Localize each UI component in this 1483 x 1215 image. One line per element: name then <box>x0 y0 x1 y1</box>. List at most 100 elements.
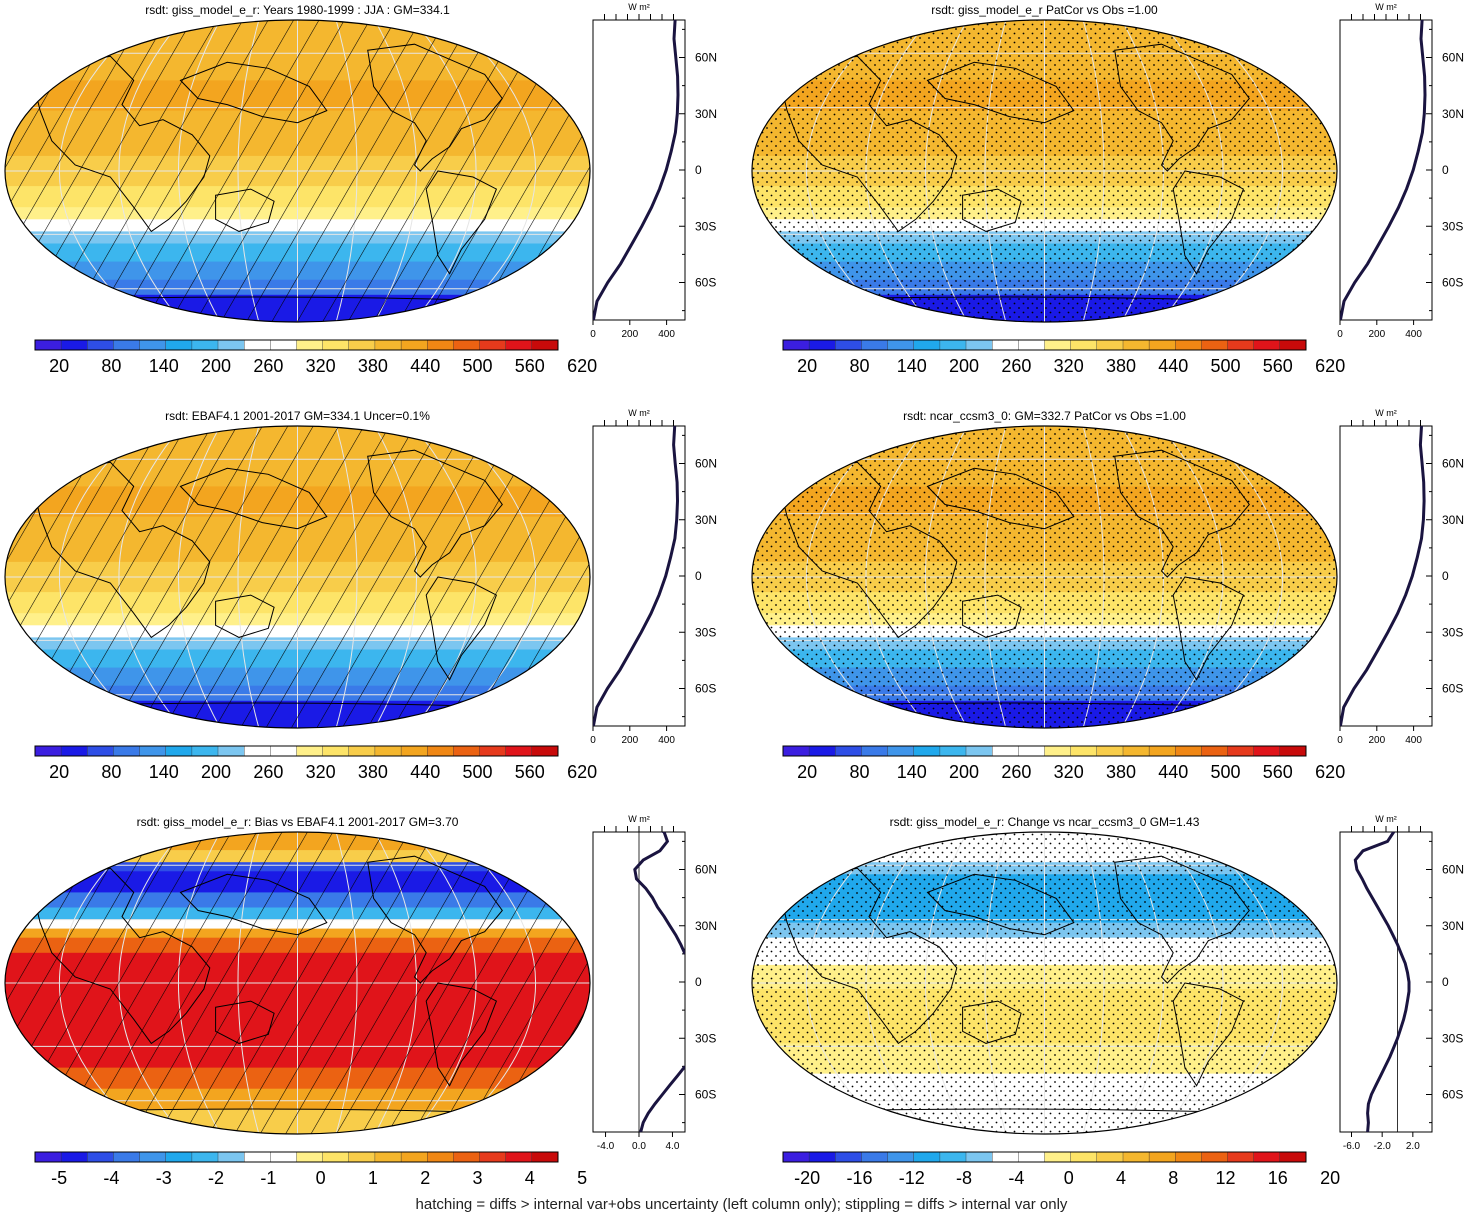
colorbar-tick-label: 12 <box>1215 1168 1235 1188</box>
colorbar-tick-label: -12 <box>899 1168 925 1188</box>
colorbar-tick-label: 140 <box>149 356 179 376</box>
colorbar-swatch <box>453 339 480 351</box>
colorbar-tick-label: 380 <box>358 356 388 376</box>
colorbar-tick-label: -4 <box>103 1168 119 1188</box>
colorbar-swatch <box>1201 745 1229 757</box>
colorbar-swatch <box>296 339 324 351</box>
colorbar-tick-label: 260 <box>253 356 283 376</box>
zonal-profile-5: W m² 60N 30N 0 30S 60S -4.0 0.0 4.0 <box>592 814 717 1152</box>
profile-unit-label: W m² <box>1375 814 1397 824</box>
x-tick-label: 2.0 <box>1406 1141 1420 1152</box>
map-panel-1: rsdt: giss_model_e_r: Years 1980-1999 : … <box>4 3 591 323</box>
colorbar-tick-label: -8 <box>956 1168 972 1188</box>
colorbar-swatch <box>374 339 402 351</box>
colorbar-swatch <box>322 339 350 351</box>
x-tick-label: 0 <box>1337 329 1343 340</box>
colorbar-tick-label: 200 <box>949 762 979 782</box>
colorbar-swatch <box>505 745 533 757</box>
x-tick-label: 400 <box>1405 735 1422 746</box>
map-title: rsdt: giss_model_e_r PatCor vs Obs =1.00 <box>931 3 1158 17</box>
lat-tick-label: 60S <box>1442 1088 1463 1102</box>
x-tick-label: 400 <box>658 735 675 746</box>
lat-tick-label: 60S <box>695 682 716 696</box>
colorbar-swatch <box>34 1151 62 1163</box>
colorbar-swatch <box>322 745 350 757</box>
colorbar-tick-label: 440 <box>410 356 440 376</box>
colorbar-tick-label: 2 <box>420 1168 430 1188</box>
map-border <box>4 425 591 729</box>
colorbar-tick-label: 1 <box>368 1168 378 1188</box>
colorbar-swatch <box>1175 339 1202 351</box>
colorbar-tick-label: 620 <box>567 762 597 782</box>
colorbar-swatch <box>1096 745 1124 757</box>
colorbar-swatch <box>243 339 271 351</box>
x-tick-label: 400 <box>1405 329 1422 340</box>
colorbar-frame <box>34 1151 559 1163</box>
colorbar-swatch <box>992 1151 1019 1163</box>
x-tick-label: 0 <box>590 329 596 340</box>
lat-tick-label: 30S <box>1442 625 1463 639</box>
hatching-overlay <box>5 832 590 1134</box>
colorbar-tick-label: -5 <box>51 1168 67 1188</box>
colorbar-swatch <box>1279 339 1307 351</box>
colorbar-swatch <box>348 339 376 351</box>
colorbar-swatch <box>808 339 836 351</box>
colorbar-swatch <box>939 339 967 351</box>
colorbar-swatch <box>992 339 1019 351</box>
colorbar-swatch <box>913 1151 941 1163</box>
colorbar-tick-label: 16 <box>1268 1168 1288 1188</box>
colorbar-tick-label: 260 <box>253 762 283 782</box>
profile-unit-label: W m² <box>628 814 650 824</box>
colorbar-swatch <box>113 1151 141 1163</box>
colorbar-swatch <box>165 339 193 351</box>
lat-tick-label: 30N <box>695 513 717 527</box>
colorbar-tick-label: 440 <box>1158 762 1188 782</box>
colorbar-tick-label: -16 <box>846 1168 872 1188</box>
lat-tick-label: 30N <box>1442 919 1464 933</box>
colorbar-swatch <box>427 745 454 757</box>
zonal-profile-6: W m² 60N 30N 0 30S 60S -6.0 -2.0 2.0 <box>1339 814 1464 1152</box>
profile-unit-label: W m² <box>628 2 650 12</box>
colorbar-swatch <box>965 745 993 757</box>
colorbar-swatch <box>34 339 62 351</box>
colorbar-swatch <box>87 339 114 351</box>
lat-tick-label: 60N <box>695 863 717 877</box>
colorbar-frame <box>782 1151 1307 1163</box>
lat-tick-label: 0 <box>695 569 702 583</box>
x-tick-label: 400 <box>658 329 675 340</box>
colorbar-frame <box>34 745 559 757</box>
colorbar-tick-label: 560 <box>1263 356 1293 376</box>
lat-tick-label: 60N <box>1442 457 1464 471</box>
colorbar-swatch <box>1148 1151 1176 1163</box>
lat-tick-label: 60N <box>1442 863 1464 877</box>
map-panel-4: rsdt: ncar_ccsm3_0: GM=332.7 PatCor vs O… <box>751 409 1338 729</box>
colorbar-swatch <box>400 1151 428 1163</box>
colorbar-tick-label: 4 <box>1116 1168 1126 1188</box>
colorbar-swatch <box>913 339 941 351</box>
colorbar-swatch <box>1279 1151 1307 1163</box>
colorbar-swatch <box>531 339 559 351</box>
map-border <box>751 831 1338 1135</box>
colorbar-1: 20 80 140 200 260 320 380 440 500 560 620 <box>34 339 597 376</box>
lat-tick-label: 30S <box>1442 1031 1463 1045</box>
map-panel-2: rsdt: giss_model_e_r PatCor vs Obs =1.00 <box>751 3 1338 323</box>
colorbar-swatch <box>1253 1151 1281 1163</box>
map-title: rsdt: EBAF4.1 2001-2017 GM=334.1 Uncer=0… <box>165 409 430 423</box>
colorbar-swatch <box>87 745 114 757</box>
zonal-profile-1: W m² 60N 30N 0 30S 60S 0 200 400 <box>590 2 717 340</box>
profile-frame <box>592 19 686 321</box>
colorbar-swatch <box>939 1151 967 1163</box>
colorbar-tick-label: 380 <box>1106 762 1136 782</box>
colorbar-tick-label: 260 <box>1001 356 1031 376</box>
colorbar-tick-label: 380 <box>358 762 388 782</box>
colorbar-swatch <box>782 1151 810 1163</box>
colorbar-swatch <box>479 339 507 351</box>
colorbar-swatch <box>60 339 88 351</box>
lat-tick-label: 0 <box>1442 163 1449 177</box>
zonal-mean-line <box>1340 426 1426 726</box>
colorbar-tick-label: 20 <box>1320 1168 1340 1188</box>
colorbar-swatch <box>139 339 167 351</box>
colorbar-swatch <box>1227 745 1255 757</box>
colorbar-tick-label: 8 <box>1168 1168 1178 1188</box>
colorbar-swatch <box>1201 1151 1229 1163</box>
